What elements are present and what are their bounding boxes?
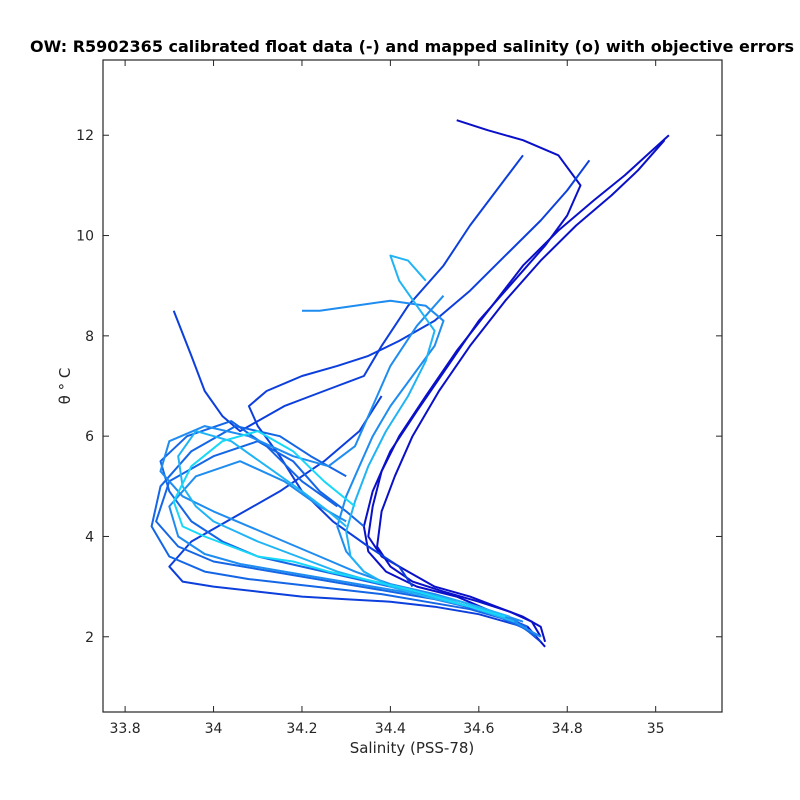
x-tick-label: 34: [205, 721, 223, 737]
y-tick-label: 10: [76, 229, 94, 245]
x-axis-label: Salinity (PSS-78): [350, 739, 475, 757]
x-tick-label: 34.2: [286, 721, 317, 737]
profile-line: [168, 395, 542, 643]
y-tick-label: 12: [76, 128, 94, 144]
x-tick-label: 34.6: [463, 721, 494, 737]
series-layer: [150, 119, 670, 648]
y-axis-label: θ ° C: [56, 368, 74, 405]
y-tick-label: 6: [85, 429, 94, 445]
profile-line: [376, 139, 666, 638]
profile-line: [172, 430, 506, 618]
y-tick-label: 4: [85, 529, 94, 545]
chart-title: OW: R5902365 calibrated float data (-) a…: [30, 37, 794, 56]
x-tick-label: 34.8: [552, 721, 583, 737]
profile-line: [345, 254, 515, 623]
profile-line: [172, 154, 524, 433]
x-tick-label: 35: [647, 721, 665, 737]
profile-line: [150, 425, 537, 638]
profile-line: [367, 134, 670, 643]
profile-line: [362, 119, 582, 648]
x-tick-label: 34.4: [375, 721, 406, 737]
y-tick-label: 2: [85, 630, 94, 646]
profile-line: [155, 440, 533, 633]
profile-line: [247, 159, 591, 588]
y-tick-label: 8: [85, 329, 94, 345]
x-tick-label: 33.8: [110, 721, 141, 737]
plot-area-frame: [102, 59, 723, 713]
tick-layer: 33.8 34 34.2 34.4 34.6 34.8 35 2 4 6 8 10 12: [76, 60, 722, 737]
